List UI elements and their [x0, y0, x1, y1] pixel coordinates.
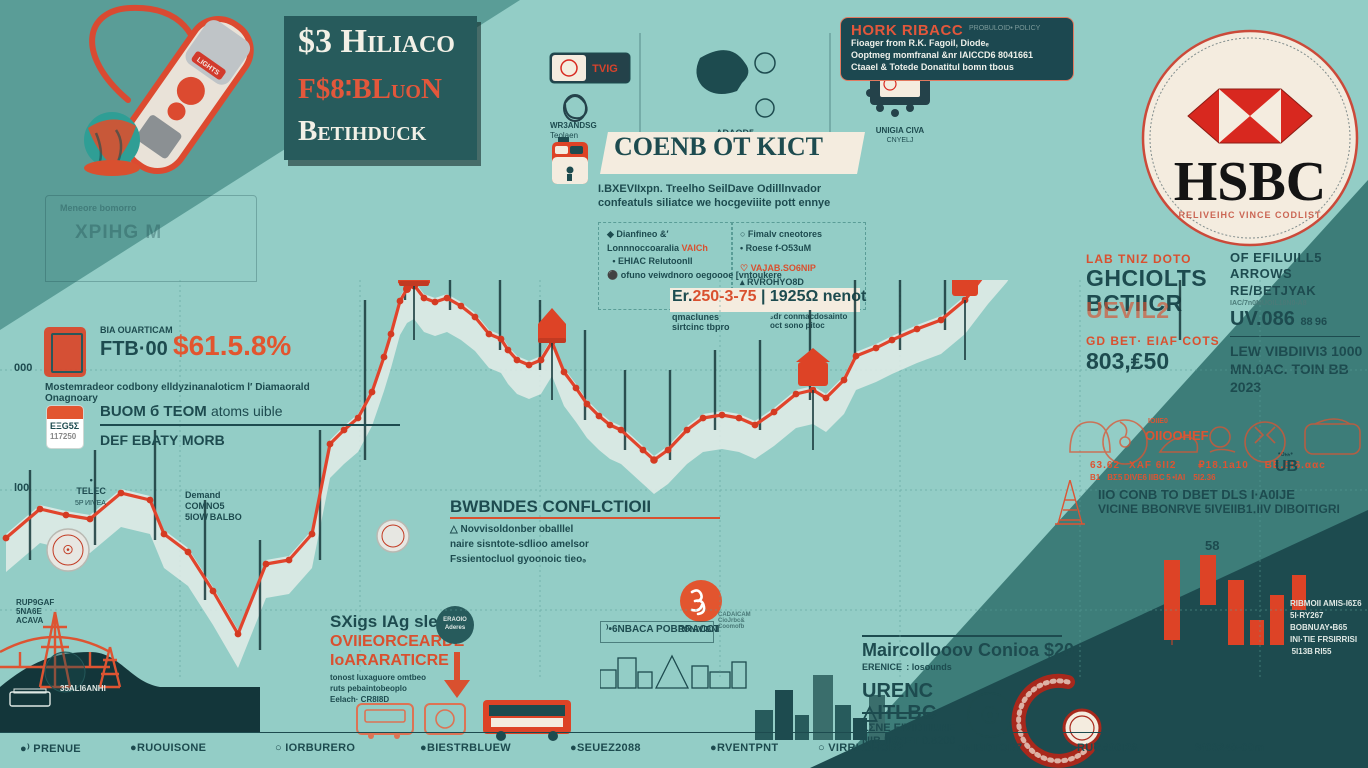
svg-text:☉: ☉	[63, 543, 74, 557]
